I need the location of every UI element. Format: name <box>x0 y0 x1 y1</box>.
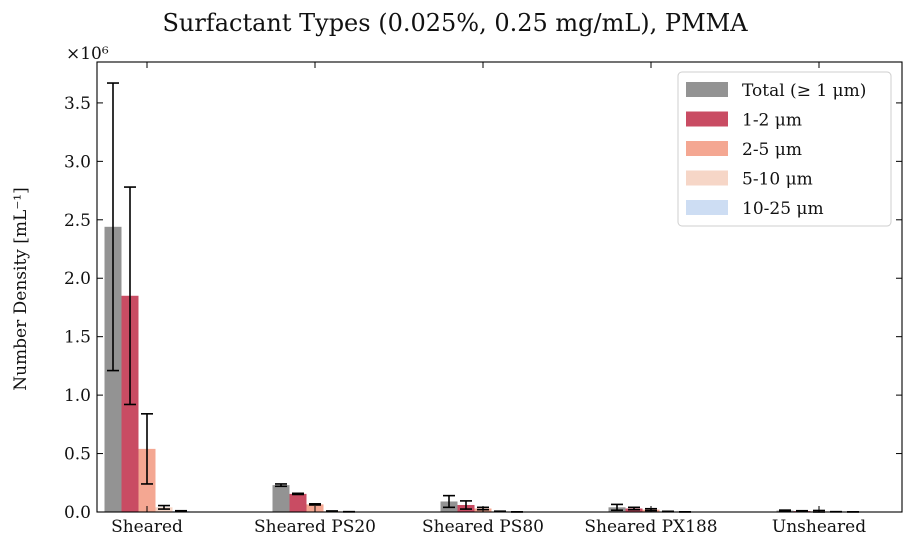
legend-box <box>677 71 892 227</box>
legend-label: 1-2 μm <box>742 111 802 131</box>
y-tick-label: 2.0 <box>64 269 91 289</box>
y-tick-label: 1.0 <box>64 386 91 406</box>
x-tick-label: Sheared PS20 <box>254 517 376 537</box>
y-tick-label: 2.5 <box>64 211 91 231</box>
bar <box>272 485 290 512</box>
x-tick-label: Sheared <box>111 517 183 537</box>
x-tick-label: Sheared PS80 <box>422 517 544 537</box>
x-tick-label: Sheared PX188 <box>584 517 717 537</box>
bars-layer <box>104 226 862 513</box>
legend: Total (≥ 1 μm) 1-2 μm 2-5 μm 5-10 μm 10-25 μ… <box>677 71 892 227</box>
y-tick-label: 3.0 <box>64 152 91 172</box>
y-tick-label: 0.5 <box>64 445 91 465</box>
legend-swatch <box>686 82 728 97</box>
y-tick-label: 3.5 <box>64 94 91 114</box>
legend-label: 10-25 μm <box>742 199 824 219</box>
y-tick-label: 0.0 <box>64 503 91 523</box>
y-tick-label: 1.5 <box>64 328 91 348</box>
legend-label: 5-10 μm <box>742 170 813 190</box>
y-axis-label: Number Density [mL⁻¹] <box>11 187 31 391</box>
legend-swatch <box>686 141 728 156</box>
legend-swatch <box>686 200 728 215</box>
ticks-layer: 0.0 0.5 1.0 1.5 2.0 2.5 3.0 3.5 Sheared Sheared P… <box>64 62 902 537</box>
legend-swatch <box>686 170 728 186</box>
chart-title: Surfactant Types (0.025%, 0.25 mg/mL), P… <box>162 9 748 37</box>
y-axis-offset-text: ×10⁶ <box>66 44 109 64</box>
x-tick-label: Unsheared <box>772 517 866 537</box>
legend-swatch <box>686 111 728 127</box>
legend-label: 2-5 μm <box>742 140 802 160</box>
plot-frame <box>96 61 903 513</box>
legend-label: Total (≥ 1 μm) <box>742 81 866 101</box>
bar <box>289 493 307 512</box>
